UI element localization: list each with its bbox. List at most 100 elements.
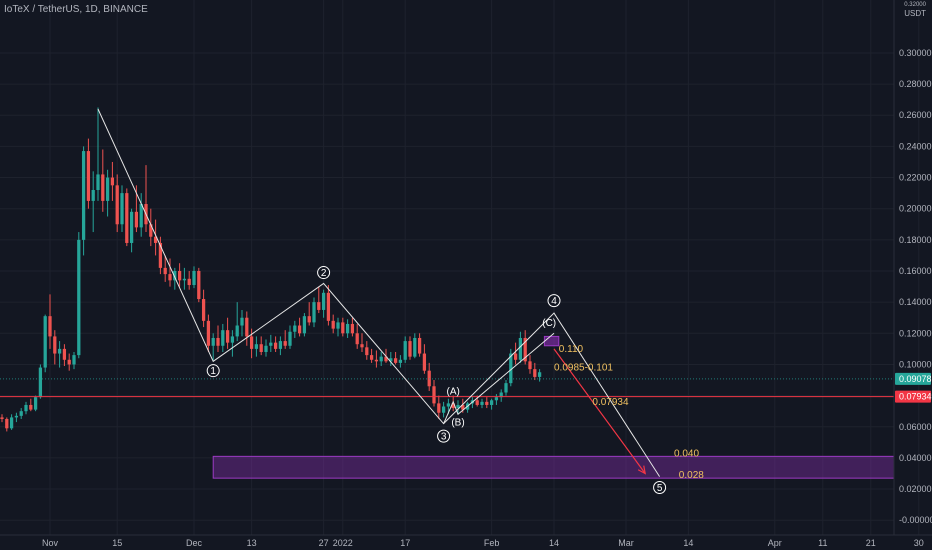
candle-body xyxy=(384,356,388,362)
candle-body xyxy=(528,361,532,370)
candle-body xyxy=(240,317,244,326)
chart-title: IoTeX / TetherUS, 1D, BINANCE xyxy=(4,4,148,15)
x-tick-label: 11 xyxy=(818,538,827,548)
candle-body xyxy=(374,359,379,362)
y-tick-label: 0.06000 xyxy=(899,422,932,432)
candle-body xyxy=(350,323,355,334)
candle-body xyxy=(129,211,134,243)
impulse-wave-line xyxy=(97,108,661,477)
candle-body xyxy=(509,353,513,384)
candle-body xyxy=(249,336,254,349)
wave-label: 5 xyxy=(657,483,663,494)
candle-body xyxy=(475,400,479,405)
candle-body xyxy=(163,267,167,275)
candle-body xyxy=(326,292,331,321)
candle-body xyxy=(24,404,28,412)
y-tick-label: 0.16000 xyxy=(899,266,932,276)
wave-label-circle xyxy=(317,266,331,280)
candle-body xyxy=(149,224,153,237)
wave-label: (A) xyxy=(447,386,460,397)
candle-body xyxy=(139,204,143,228)
price-axis[interactable]: 0.30000 0.28000 0.26000 0.24000 0.22000 0.200… xyxy=(899,48,932,525)
x-tick-label: 30 xyxy=(914,538,924,548)
candle-body xyxy=(441,406,446,413)
candle-body xyxy=(197,271,201,300)
candles xyxy=(0,107,542,432)
candle-body xyxy=(393,358,398,363)
candle-body xyxy=(369,355,374,360)
candle-body xyxy=(480,401,484,405)
y-tick-label: 0.22000 xyxy=(899,173,932,183)
wave-label-circle xyxy=(206,364,220,378)
candle-body xyxy=(269,342,273,346)
candle-body xyxy=(19,411,23,416)
candle-body xyxy=(192,271,196,286)
wave-label: 3 xyxy=(441,432,447,443)
wave-label: (C) xyxy=(542,318,556,329)
price-annotation: 0.110 xyxy=(559,344,584,355)
candle-body xyxy=(403,341,407,360)
candle-body xyxy=(182,278,187,281)
candle-body xyxy=(461,404,465,410)
candle-body xyxy=(398,359,403,363)
candle-body xyxy=(53,336,57,354)
candle-body xyxy=(67,359,71,365)
candle-body xyxy=(336,322,340,329)
candle-body xyxy=(451,403,455,409)
candle-body xyxy=(177,271,182,281)
annotations: 0.110 0.0985-0.101 0.07934 0.040 0.028 xyxy=(554,344,704,481)
candle-body xyxy=(297,325,302,334)
candle-body xyxy=(254,344,259,349)
x-tick-label: Feb xyxy=(484,538,500,548)
candle-body xyxy=(533,369,537,377)
x-tick-label: 21 xyxy=(866,538,876,548)
y-tick-label: 0.04000 xyxy=(899,453,932,463)
candle-body xyxy=(494,397,499,401)
x-tick-label: 2022 xyxy=(333,538,353,548)
candle-body xyxy=(432,386,436,404)
candle-body xyxy=(91,190,95,201)
price-badges: 0.09078 0.07934 xyxy=(895,372,932,403)
candle-body xyxy=(187,278,191,286)
candle-body xyxy=(302,316,307,334)
y-tick-label: 0.10000 xyxy=(899,359,932,369)
y-tick-label: 0.24000 xyxy=(899,141,932,151)
candle-body xyxy=(485,401,489,405)
y-tick-label: 0.12000 xyxy=(899,328,932,338)
wave-label-circle xyxy=(547,294,561,308)
x-tick-label: Mar xyxy=(618,538,634,548)
candle-body xyxy=(331,320,335,329)
x-tick-label: Apr xyxy=(768,538,782,548)
target-zone xyxy=(212,455,895,479)
candle-body xyxy=(537,372,542,377)
x-tick-label: 27 xyxy=(319,538,329,548)
wave-label: 4 xyxy=(551,296,557,307)
wave-label: 2 xyxy=(321,268,327,279)
candle-body xyxy=(201,299,206,321)
candle-body xyxy=(173,271,177,281)
candle-body xyxy=(134,211,139,228)
grid-lines xyxy=(0,0,920,535)
wave-label: 1 xyxy=(210,366,216,377)
candle-body xyxy=(288,331,292,346)
candle-body xyxy=(153,236,158,243)
x-tick-label: 13 xyxy=(247,538,257,548)
currency-unit: USDT xyxy=(904,9,926,18)
candle-body xyxy=(317,302,321,310)
y-tick-label: -0.00000 xyxy=(899,515,932,525)
x-tick-label: 14 xyxy=(549,538,559,548)
level-price-badge-label: 0.07934 xyxy=(899,392,932,402)
candle-body xyxy=(230,336,235,343)
candle-body xyxy=(365,347,369,356)
time-axis[interactable]: 8Nov15Dec1327202217Feb14Mar14Apr112130 xyxy=(0,538,924,548)
candle-body xyxy=(307,316,311,323)
x-tick-label: 17 xyxy=(400,538,410,548)
candle-body xyxy=(408,341,412,357)
current-price-badge-label: 0.09078 xyxy=(899,374,932,384)
wave-lines xyxy=(0,108,894,477)
candle-body xyxy=(43,316,47,368)
y-tick-label: 0.14000 xyxy=(899,297,932,307)
price-annotation: 0.07934 xyxy=(592,397,629,408)
candle-body xyxy=(72,355,76,365)
